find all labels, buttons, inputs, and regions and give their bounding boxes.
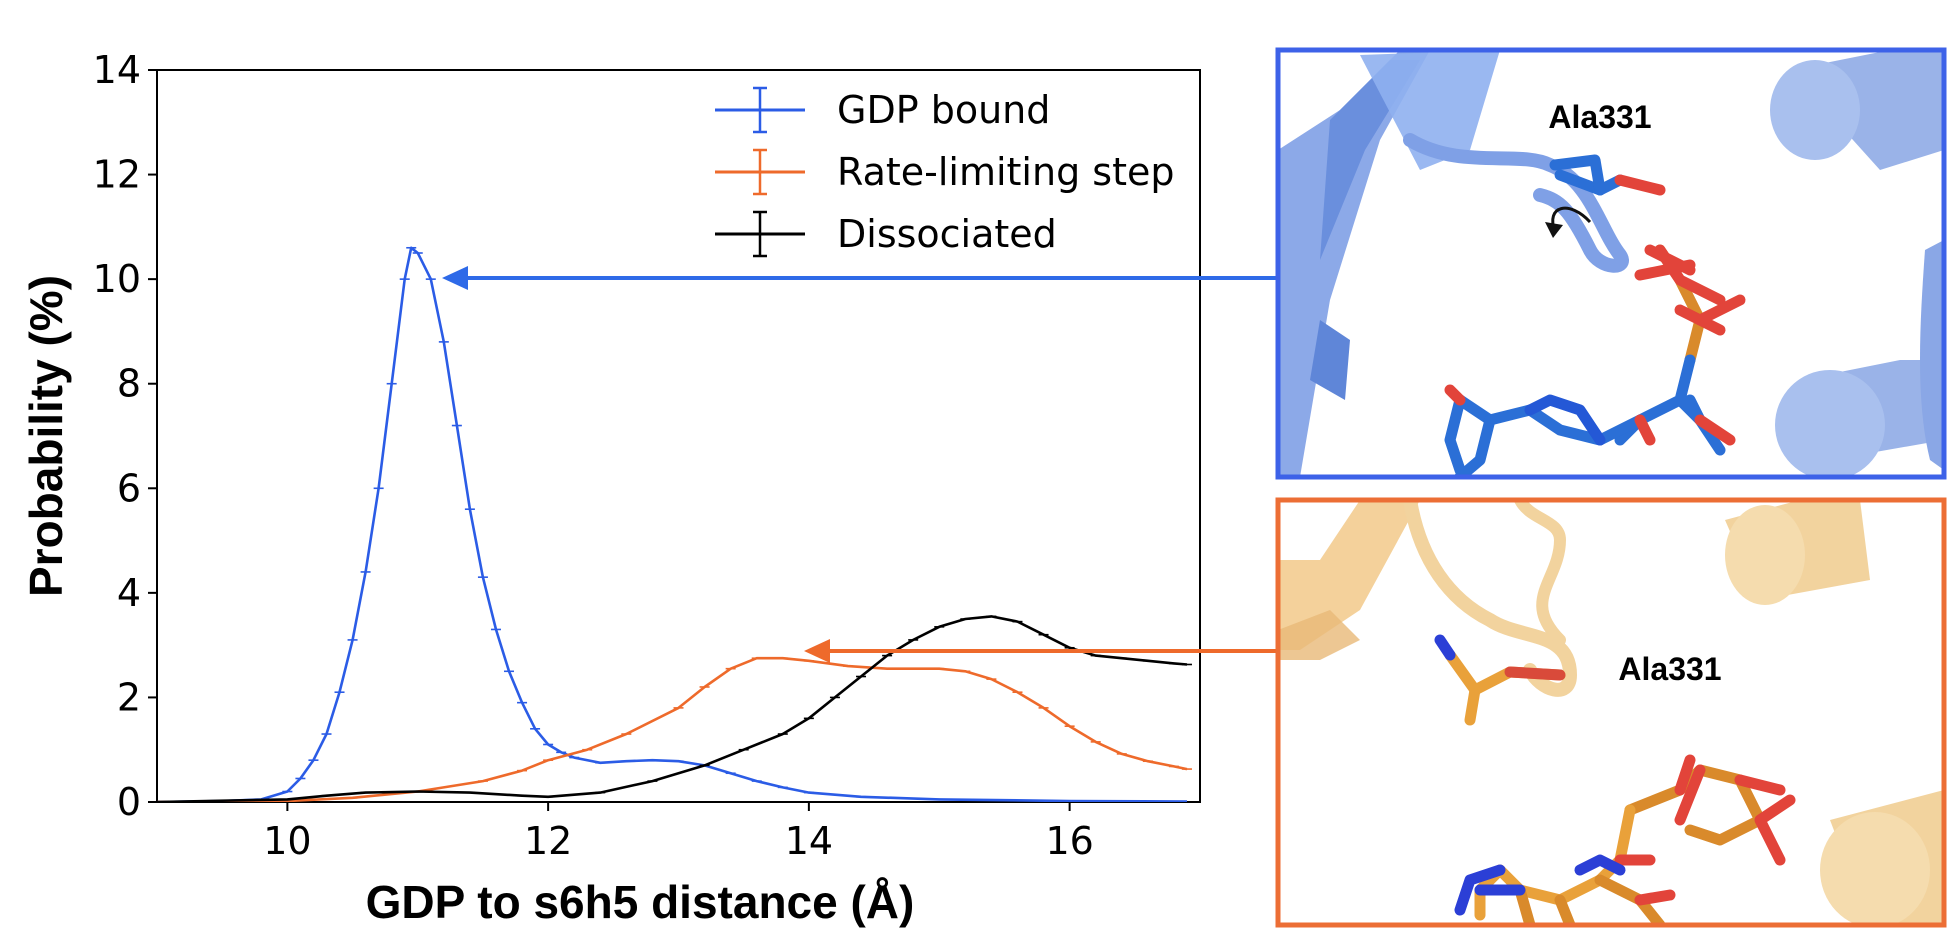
x-tick-label: 16 — [1045, 819, 1093, 863]
y-tick-label: 14 — [93, 48, 141, 92]
gdp-ligand-sticks — [1444, 154, 1746, 477]
y-tick-label: 6 — [117, 466, 141, 510]
legend-label: Rate-limiting step — [837, 150, 1174, 194]
y-axis-title: Probability (%) — [20, 275, 72, 597]
residue-label-top: Ala331 — [1548, 99, 1651, 135]
x-tick-label: 12 — [524, 819, 572, 863]
legend: GDP bound Rate-limiting step Dissociated — [715, 86, 1174, 258]
x-axis-title: GDP to s6h5 distance (Å) — [366, 876, 915, 928]
loop-shape — [1514, 500, 1567, 646]
series-layer — [157, 246, 1192, 802]
loop-shape — [1403, 133, 1629, 273]
beta-sheet-shape — [1278, 500, 1420, 650]
legend-item: Rate-limiting step — [715, 148, 1174, 196]
gdp-ligand-sticks — [1434, 634, 1796, 925]
y-tick-label: 0 — [117, 780, 141, 824]
x-axis-ticks: 10 12 14 16 — [263, 802, 1094, 863]
series-rate-limiting-step — [157, 656, 1192, 802]
structure-panel-rate-limiting: Ala331 — [1275, 497, 1947, 928]
x-tick-label: 10 — [263, 819, 311, 863]
plot-frame — [156, 69, 1201, 803]
y-tick-label: 10 — [93, 257, 141, 301]
series-line — [157, 656, 1188, 802]
panel-border-orange — [1275, 497, 1947, 928]
legend-item: Dissociated — [715, 210, 1057, 258]
legend-label: GDP bound — [837, 88, 1050, 132]
y-tick-label: 4 — [117, 571, 141, 615]
legend-item: GDP bound — [715, 86, 1050, 134]
series-line — [157, 246, 1188, 802]
y-tick-label: 2 — [117, 675, 141, 719]
legend-label: Dissociated — [837, 212, 1057, 256]
loop-shape — [1403, 500, 1578, 697]
series-gdp-bound — [157, 246, 1188, 802]
structure-panel-gdp-bound: Ala331 — [1275, 47, 1947, 480]
x-tick-label: 14 — [785, 819, 833, 863]
y-tick-label: 8 — [117, 362, 141, 406]
connector-orange-arrow — [804, 639, 1278, 663]
series-line — [157, 615, 1188, 802]
y-axis-ticks: 0 2 4 6 8 10 12 14 — [93, 48, 157, 824]
panel-border-blue — [1275, 47, 1947, 480]
connector-blue-arrow — [442, 266, 1278, 290]
y-tick-label: 12 — [93, 153, 141, 197]
residue-label-bottom: Ala331 — [1618, 651, 1721, 687]
